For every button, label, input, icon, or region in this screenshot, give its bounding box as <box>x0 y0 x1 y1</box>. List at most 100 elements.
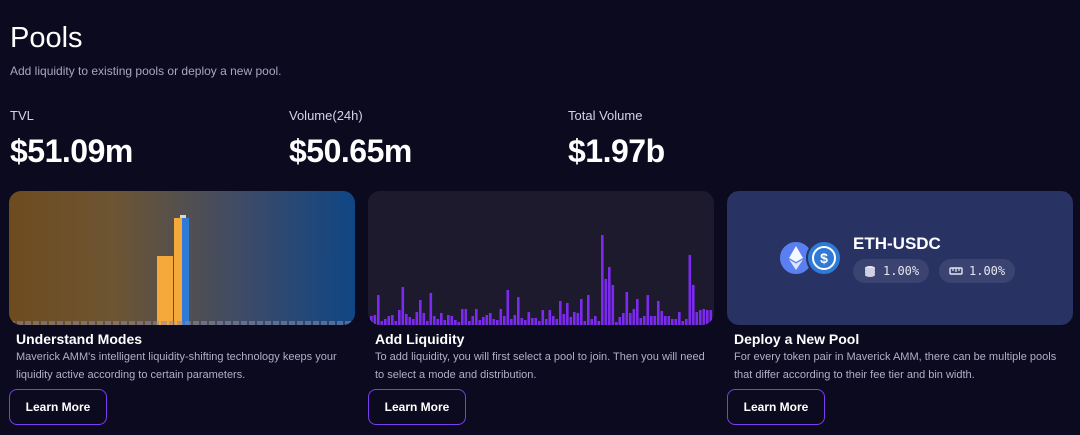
liquidity-bar <box>394 321 398 325</box>
learn-more-modes-button[interactable]: Learn More <box>9 389 107 425</box>
liquidity-bar <box>499 309 503 325</box>
baseline-tick <box>289 321 295 325</box>
blue-bar <box>182 218 189 325</box>
liquidity-bar <box>454 320 457 325</box>
baseline-tick <box>225 321 231 325</box>
liquidity-illustration-card[interactable] <box>368 191 714 325</box>
liquidity-bar <box>545 319 548 325</box>
liquidity-bar <box>478 320 482 325</box>
liquidity-bar <box>461 309 464 325</box>
page-title: Pools <box>10 22 83 54</box>
fee-tier-chip: 1.00% <box>853 259 930 283</box>
liquidity-bar <box>475 309 478 325</box>
baseline-tick <box>249 321 255 325</box>
liquidity-bar <box>674 319 678 325</box>
baseline-tick <box>89 321 95 325</box>
liquidity-bar <box>646 295 650 325</box>
card-title: Deploy a New Pool <box>734 331 860 347</box>
liquidity-bar <box>650 316 653 325</box>
baseline-tick <box>257 321 263 325</box>
baseline-tick <box>265 321 271 325</box>
liquidity-bar <box>681 321 685 325</box>
deploy-pool-card[interactable]: $ ETH-USDC 1.00% 1.00% <box>727 191 1073 325</box>
liquidity-bar <box>576 313 580 325</box>
liquidity-bar <box>433 316 436 325</box>
card-title: Add Liquidity <box>375 331 465 347</box>
baseline-tick <box>65 321 71 325</box>
liquidity-bar <box>513 315 517 325</box>
liquidity-bar <box>426 321 429 325</box>
liquidity-bar <box>709 310 713 325</box>
baseline-tick <box>17 321 23 325</box>
liquidity-bar <box>384 319 387 325</box>
baseline-tick <box>345 321 351 325</box>
baseline-tick <box>241 321 247 325</box>
liquidity-bar <box>604 279 608 325</box>
liquidity-bar <box>559 301 562 325</box>
liquidity-bar <box>667 316 671 325</box>
learn-more-liquidity-button[interactable]: Learn More <box>368 389 466 425</box>
baseline-tick <box>337 321 343 325</box>
modes-illustration-card[interactable] <box>9 191 355 325</box>
liquidity-bar <box>632 309 636 325</box>
liquidity-bar <box>597 321 601 325</box>
liquidity-bar <box>468 321 471 325</box>
liquidity-bar <box>377 295 380 325</box>
token-pair-icons: $ <box>778 240 844 276</box>
baseline-tick <box>41 321 47 325</box>
liquidity-bar <box>520 318 524 325</box>
liquidity-bar <box>699 310 702 325</box>
liquidity-distribution-illustration <box>370 235 713 325</box>
baseline-tick <box>49 321 55 325</box>
liquidity-bar <box>506 290 510 325</box>
liquidity-bar <box>471 316 475 325</box>
pool-pair-name: ETH-USDC <box>853 234 941 253</box>
baseline-tick <box>305 321 311 325</box>
liquidity-bar <box>429 293 433 325</box>
liquidity-bar <box>415 312 419 325</box>
baseline-tick <box>281 321 287 325</box>
liquidity-bar <box>485 315 489 325</box>
liquidity-bar <box>380 321 384 325</box>
baseline-tick <box>161 321 167 325</box>
stat-value: $1.97b <box>568 133 665 169</box>
liquidity-bar <box>391 315 394 325</box>
liquidity-bar <box>398 310 401 325</box>
liquidity-bar <box>611 285 615 325</box>
baseline-tick <box>209 321 215 325</box>
liquidity-bar <box>503 316 506 325</box>
learn-more-deploy-button[interactable]: Learn More <box>727 389 825 425</box>
liquidity-bar <box>643 316 646 325</box>
baseline-tick <box>217 321 223 325</box>
liquidity-bar <box>601 235 604 325</box>
fee-tier-value: 1.00% <box>883 264 920 278</box>
liquidity-bar <box>548 310 552 325</box>
liquidity-bar <box>653 316 657 325</box>
liquidity-bar <box>692 285 695 325</box>
liquidity-bar <box>569 317 573 325</box>
card-title: Understand Modes <box>16 331 143 347</box>
stat-label: TVL <box>10 108 34 123</box>
liquidity-bar <box>405 314 408 325</box>
baseline-tick <box>129 321 135 325</box>
baseline-tick <box>321 321 327 325</box>
liquidity-bar <box>373 315 377 325</box>
liquidity-bar <box>573 312 576 325</box>
liquidity-bar <box>664 316 667 325</box>
orange-bar <box>174 218 182 325</box>
baseline-tick <box>169 321 175 325</box>
liquidity-bar <box>618 317 622 325</box>
card-description: To add liquidity, you will first select … <box>375 351 705 381</box>
liquidity-bar <box>583 321 587 325</box>
bin-width-value: 1.00% <box>969 264 1006 278</box>
liquidity-bar <box>450 316 454 325</box>
liquidity-bar <box>457 322 461 325</box>
liquidity-bar <box>370 316 373 325</box>
liquidity-bar <box>580 299 583 325</box>
liquidity-bar <box>629 313 632 325</box>
liquidity-bar <box>625 292 629 325</box>
stat-total-volume: Total Volume $1.97b <box>568 108 665 170</box>
stat-tvl: TVL $51.09m <box>10 108 133 170</box>
baseline-tick <box>121 321 127 325</box>
baseline-tick <box>57 321 63 325</box>
